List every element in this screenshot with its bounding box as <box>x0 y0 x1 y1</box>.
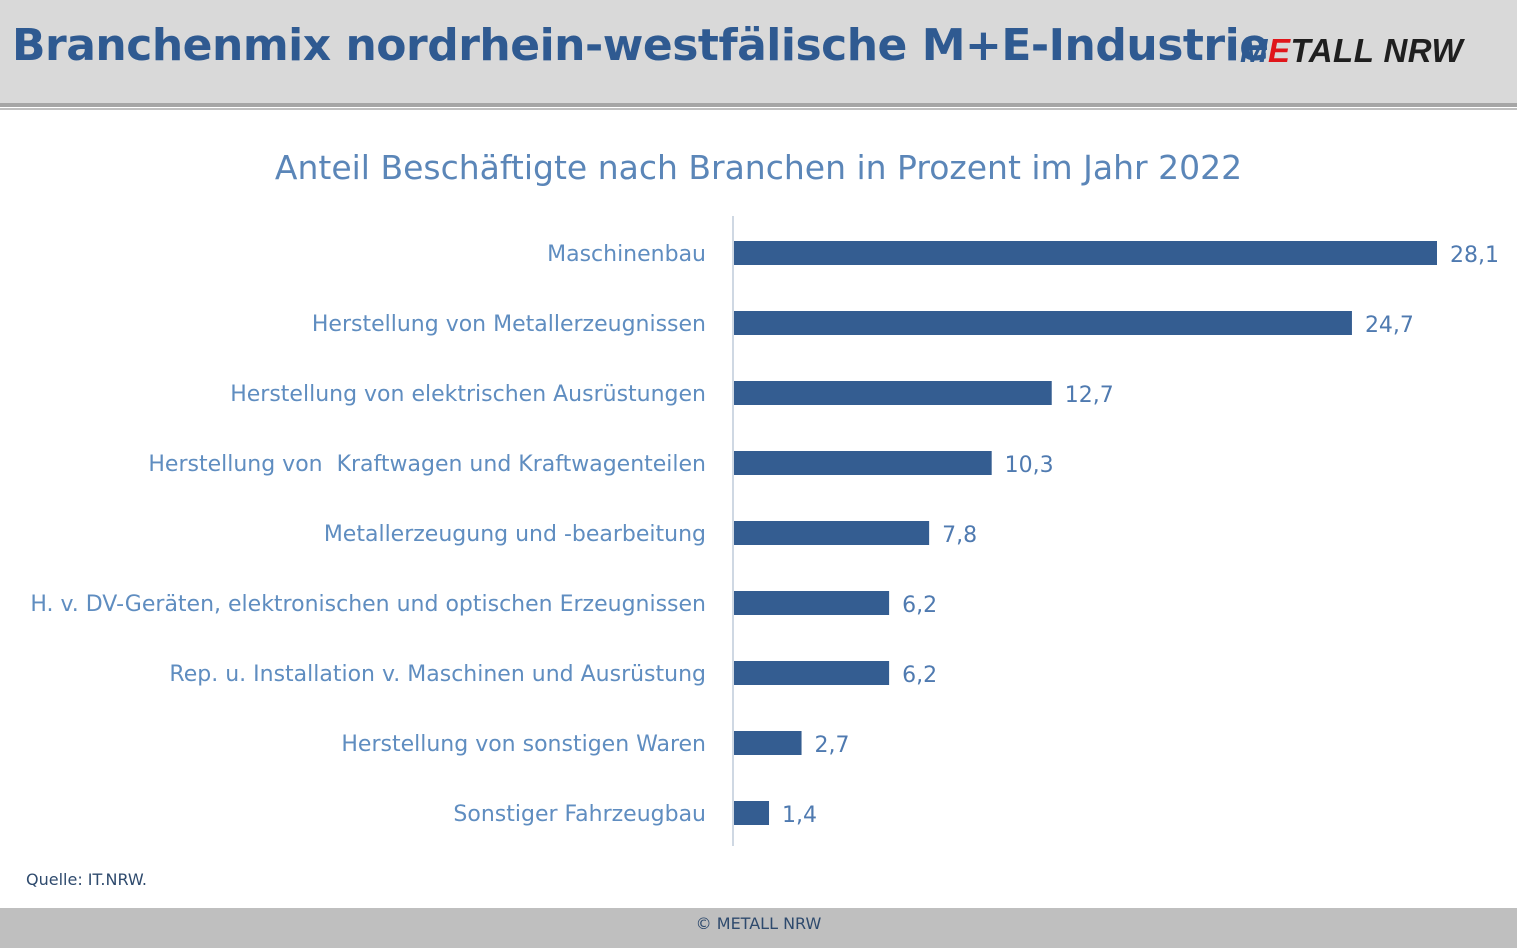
data-label: 7,8 <box>942 523 977 548</box>
category-label: Herstellung von Metallerzeugnissen <box>312 312 706 337</box>
bar <box>734 381 1052 405</box>
footer-bar <box>0 908 1517 948</box>
bar <box>734 311 1352 335</box>
data-label: 6,2 <box>902 663 937 688</box>
header-divider-lower <box>0 108 1517 110</box>
bar <box>734 801 770 825</box>
header-divider <box>0 103 1517 107</box>
data-label: 12,7 <box>1065 383 1114 408</box>
data-label: 2,7 <box>815 733 850 758</box>
category-label: Herstellung von elektrischen Ausrüstunge… <box>230 382 706 407</box>
category-label: Herstellung von sonstigen Waren <box>341 732 706 757</box>
bar <box>734 731 802 755</box>
data-label: 28,1 <box>1450 243 1499 268</box>
bar <box>734 661 890 685</box>
logo-letter-m: M <box>1240 32 1268 69</box>
metall-nrw-logo: METALL NRW <box>1240 32 1463 72</box>
page-title: Branchenmix nordrhein-westfälische M+E-I… <box>12 20 1269 71</box>
source-note: Quelle: IT.NRW. <box>26 870 147 889</box>
bar <box>734 451 992 475</box>
category-label: Herstellung von Kraftwagen und Kraftwage… <box>148 452 706 477</box>
data-label: 10,3 <box>1005 453 1054 478</box>
bar <box>734 241 1437 265</box>
bar <box>734 521 930 545</box>
category-label: Rep. u. Installation v. Maschinen und Au… <box>169 662 706 687</box>
data-label: 24,7 <box>1365 313 1414 338</box>
data-label: 1,4 <box>782 803 817 828</box>
header-bar <box>0 0 1517 103</box>
category-label: Metallerzeugung und -bearbeitung <box>324 522 706 547</box>
bar <box>734 591 890 615</box>
category-label: H. v. DV-Geräten, elektronischen und opt… <box>30 592 706 617</box>
logo-letter-e: E <box>1268 32 1291 69</box>
category-label: Sonstiger Fahrzeugbau <box>453 802 706 827</box>
copyright-text: © METALL NRW <box>695 914 822 933</box>
data-label: 6,2 <box>902 593 937 618</box>
chart-title: Anteil Beschäftigte nach Branchen in Pro… <box>274 148 1243 187</box>
bar-chart: Maschinenbau 28,1 Herstellung von Metaller… <box>30 216 1499 846</box>
logo-text-rest: TALL NRW <box>1290 32 1464 69</box>
category-label: Maschinenbau <box>547 242 706 267</box>
